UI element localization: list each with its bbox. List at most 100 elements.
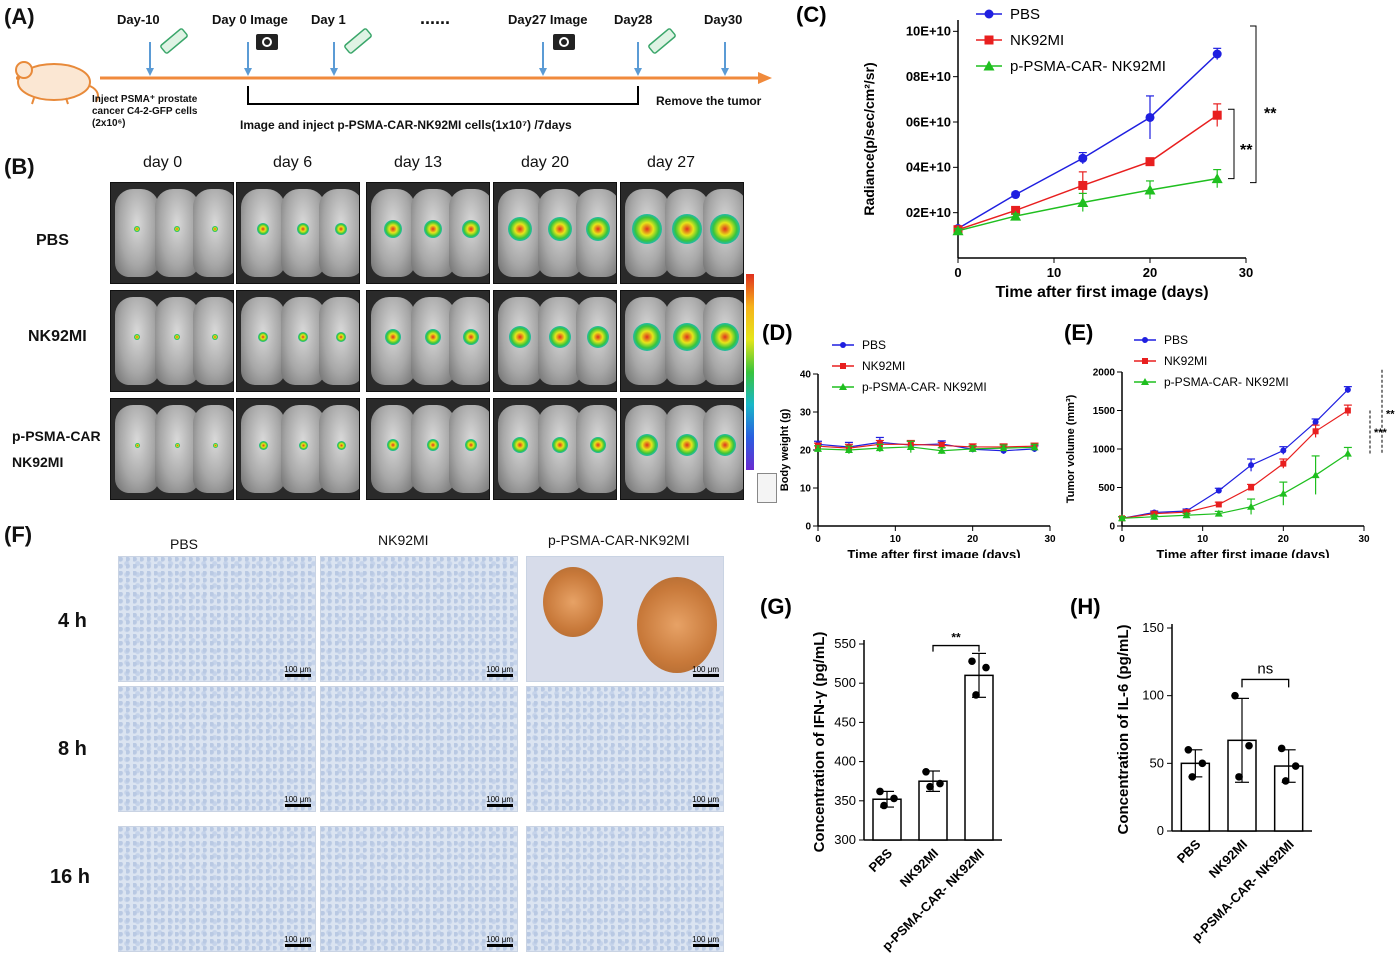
legend-label: PBS — [1164, 333, 1188, 347]
data-point — [1235, 773, 1243, 781]
signal-blob — [427, 439, 439, 451]
y-tick-label: 350 — [834, 793, 856, 808]
colorbar-note — [757, 473, 777, 503]
signal-blob — [676, 434, 698, 456]
data-point — [1291, 762, 1300, 770]
histology-image: 100 μm — [320, 556, 518, 682]
x-axis-title: Time after first image (days) — [1156, 547, 1329, 558]
signal-blob — [714, 434, 736, 456]
data-point — [1145, 157, 1155, 167]
data-point — [1011, 205, 1021, 215]
signal-blob — [711, 323, 739, 351]
label-day1: Day 1 — [311, 12, 346, 27]
data-point — [1215, 501, 1222, 508]
group-label-nk92mi: NK92MI — [28, 328, 87, 345]
syringe-icon — [648, 28, 676, 54]
mouse-silhouette — [115, 297, 159, 385]
bioluminescence-image — [366, 290, 490, 392]
syringe-icon — [344, 28, 372, 54]
data-point — [1011, 190, 1021, 200]
data-point — [1141, 378, 1149, 385]
mouse-silhouette — [155, 189, 199, 277]
signal-blob — [385, 329, 401, 345]
data-point — [937, 446, 946, 454]
sig-label: ** — [1386, 409, 1395, 421]
signal-blob — [336, 332, 346, 342]
y-tick-label: 500 — [834, 675, 856, 690]
series-2 — [1118, 446, 1352, 522]
label-day28: Day28 — [614, 12, 653, 27]
sig-bracket — [932, 644, 980, 652]
panel-a: (A) — [0, 0, 790, 150]
day-label: day 0 — [143, 154, 183, 171]
signal-blob — [336, 440, 346, 450]
data-point — [1248, 462, 1255, 469]
day-label: day 27 — [647, 154, 696, 171]
scale-label: 100 μm — [284, 935, 311, 944]
mouse-silhouette — [155, 405, 199, 493]
scale-label: 100 μm — [486, 795, 513, 804]
scale-bar: 100 μm — [486, 935, 513, 948]
signal-blob — [134, 442, 140, 448]
signal-blob — [632, 214, 662, 244]
series-2 — [814, 440, 1039, 454]
sig-bracket — [1241, 678, 1290, 688]
panel-label-f: (F) — [4, 522, 33, 547]
data-point — [1078, 180, 1088, 190]
x-tick-label: 10 — [1047, 265, 1061, 280]
y-tick-label: 300 — [834, 832, 856, 847]
row-label: 16 h — [50, 866, 91, 888]
data-point — [1280, 447, 1287, 454]
signal-blob — [465, 439, 477, 451]
signal-blob — [174, 226, 180, 232]
row-label: 4 h — [58, 610, 87, 632]
legend-label: p-PSMA-CAR- NK92MI — [1010, 58, 1166, 75]
bioluminescence-image — [620, 398, 744, 500]
x-axis-title: Time after first image (days) — [847, 547, 1020, 558]
x-tick-label: 20 — [1278, 534, 1290, 545]
panel-f: (F) PBS NK92MI p-PSMA-CAR-NK92MI 4 h 8 h… — [0, 520, 740, 971]
signal-blob — [509, 326, 531, 348]
data-point — [1184, 746, 1193, 754]
signal-blob — [424, 220, 442, 238]
bioluminescence-image — [236, 290, 360, 392]
col-label: NK92MI — [378, 532, 429, 548]
y-tick-label: 0 — [805, 521, 811, 532]
data-point — [876, 787, 884, 796]
series-1 — [953, 103, 1222, 235]
data-point — [1010, 210, 1022, 221]
data-point — [1077, 196, 1089, 207]
inject-text-line3: (2x10⁶) — [92, 118, 126, 129]
signal-blob — [462, 220, 480, 238]
signal-blob — [212, 226, 218, 232]
y-axis-title: Concentration of IFN-γ (pg/mL) — [811, 632, 828, 853]
signal-blob — [297, 223, 309, 235]
bioluminescence-image — [110, 290, 234, 392]
x-tick-label: 20 — [1143, 265, 1157, 280]
group-label-pbs: PBS — [36, 232, 69, 249]
x-tick-label: 0 — [1119, 534, 1125, 545]
signal-blob — [335, 223, 347, 235]
signal-blob — [384, 220, 402, 238]
category-label: NK92MI — [1206, 837, 1250, 881]
series-line — [1121, 453, 1349, 519]
legend-label: PBS — [862, 338, 886, 352]
signal-blob — [212, 334, 218, 340]
scale-label: 100 μm — [692, 935, 719, 944]
signal-blob — [586, 217, 610, 241]
data-point — [1312, 428, 1319, 435]
histology-image: 100 μm — [118, 556, 316, 682]
mouse-silhouette — [193, 297, 233, 385]
bioluminescence-image — [236, 398, 360, 500]
x-axis-title: Time after first image (days) — [995, 284, 1208, 300]
bioluminescence-image — [110, 398, 234, 500]
data-point — [938, 442, 945, 449]
signal-blob — [298, 332, 308, 342]
signal-blob — [258, 332, 268, 342]
data-point — [1212, 49, 1222, 59]
data-point — [1280, 460, 1287, 467]
day-label: day 20 — [521, 154, 570, 171]
series-line — [817, 443, 1035, 449]
x-tick-label: 10 — [1197, 534, 1209, 545]
data-point — [926, 782, 934, 791]
